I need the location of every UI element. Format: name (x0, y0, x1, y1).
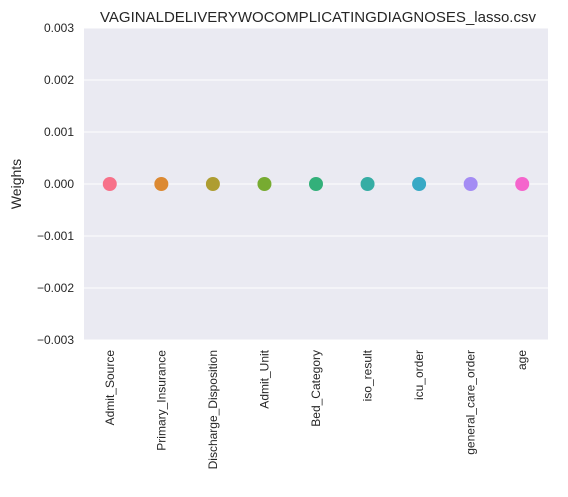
y-tick-label: 0.002 (44, 73, 74, 87)
y-tick-label: −0.001 (37, 229, 74, 243)
x-tick-label: iso_result (361, 349, 375, 401)
y-tick-label: −0.002 (37, 281, 74, 295)
data-point (463, 177, 478, 191)
data-points (102, 177, 530, 191)
y-axis-ticks: 0.003 0.002 0.001 0.000 −0.001 −0.002 −0.003 (37, 21, 74, 347)
x-tick-label: icu_order (412, 350, 426, 400)
data-point (309, 177, 323, 191)
y-tick-label: 0.003 (44, 21, 74, 35)
data-point (257, 177, 272, 191)
y-tick-label: 0.001 (44, 125, 74, 139)
x-tick-label: Bed_Category (309, 350, 323, 427)
x-axis-ticks: Admit_Source Primary_Insurance Discharge_D… (103, 349, 529, 469)
chart-title: VAGINALDELIVERYWOCOMPLICATINGDIAGNOSES_l… (100, 9, 536, 26)
x-tick-label: Admit_Unit (257, 349, 271, 408)
data-point (360, 177, 375, 191)
x-tick-label: Discharge_Disposition (206, 350, 220, 469)
x-tick-label: Admit_Source (103, 350, 117, 426)
data-point (154, 177, 169, 191)
x-tick-label: Primary_Insurance (154, 350, 168, 451)
x-tick-label: general_care_order (464, 350, 478, 455)
y-tick-label: −0.003 (37, 333, 74, 347)
x-tick-label: age (515, 350, 529, 370)
y-axis-label: Weights (8, 159, 24, 209)
data-point (412, 177, 427, 191)
y-tick-label: 0.000 (44, 177, 74, 191)
data-point (205, 177, 220, 191)
data-point (102, 177, 117, 191)
data-point (515, 177, 530, 191)
